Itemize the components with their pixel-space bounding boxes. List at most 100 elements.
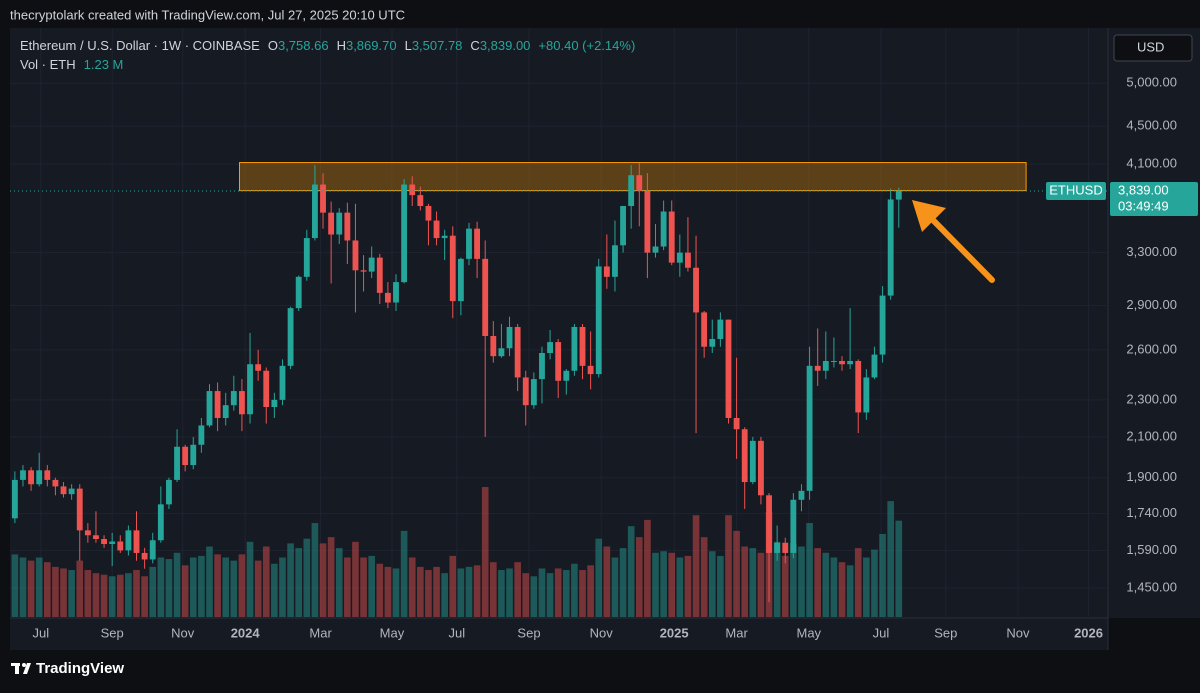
candle-body <box>239 391 245 415</box>
volume-bar <box>546 573 554 617</box>
volume-bar <box>619 548 627 617</box>
volume-bar <box>222 557 230 617</box>
candle-body <box>733 417 740 430</box>
x-tick-label: 2026 <box>1074 625 1103 640</box>
volume-bar <box>846 565 854 617</box>
x-tick-label: May <box>796 625 821 640</box>
overlay-layer: 1,450.00 1,590.00 1,740.00 1,900.00 2,100.00… <box>10 75 1198 640</box>
candle-body <box>871 354 878 378</box>
volume-bar <box>108 576 116 617</box>
volume-bar <box>141 576 148 617</box>
candle-layer <box>11 163 902 603</box>
candle-body <box>174 446 180 480</box>
volume-bar <box>173 552 181 617</box>
candle-body <box>847 360 854 365</box>
volume-bar <box>27 560 35 617</box>
candle-body <box>717 319 724 340</box>
volume-bar <box>165 559 173 617</box>
y-tick-label: 2,300.00 <box>1126 391 1177 406</box>
x-tick-label: 2024 <box>231 625 261 640</box>
y-tick-label: 1,450.00 <box>1126 579 1177 594</box>
volume-legend: Vol · ETH 1.23 M <box>20 57 123 72</box>
candle-body <box>652 246 659 253</box>
currency[interactable]: USD <box>1137 39 1164 54</box>
price-axis <box>1108 28 1200 618</box>
volume-bar <box>327 537 335 617</box>
currency-button[interactable] <box>1113 34 1193 62</box>
volume-bar <box>116 574 124 617</box>
volume-bar <box>376 563 384 617</box>
candle-body <box>433 220 440 239</box>
candle-body <box>782 542 789 553</box>
volume-bar <box>611 557 619 617</box>
candle-body <box>101 538 107 545</box>
candle-body <box>263 370 270 407</box>
x-tick-label: Nov <box>1006 625 1030 640</box>
legend: Ethereum / U.S. Dollar · 1W · COINBASE O3… <box>20 38 635 53</box>
candle-body <box>628 175 635 206</box>
logo <box>11 663 31 674</box>
candle-body <box>774 542 781 553</box>
y-tick-label: 1,900.00 <box>1126 469 1177 484</box>
volume-bar <box>335 548 343 617</box>
x-tick-label: 2025 <box>660 625 689 640</box>
arrow <box>912 200 995 283</box>
y-tick-label: 2,900.00 <box>1126 297 1177 312</box>
candle-body <box>620 205 626 246</box>
volume-bar <box>52 566 59 617</box>
volume-bar <box>530 576 538 617</box>
volume-bar <box>417 566 424 617</box>
candle-body <box>441 235 448 239</box>
volume-bar <box>11 554 19 617</box>
volume-bar <box>287 543 294 617</box>
candle-body <box>685 252 691 268</box>
volume-bar <box>19 557 27 617</box>
volume-bar <box>262 546 270 617</box>
candle-body <box>393 282 399 303</box>
volume-bar <box>149 566 157 617</box>
candle-body <box>725 319 732 418</box>
candle-body <box>879 295 886 355</box>
logo-mark <box>15 663 19 674</box>
ticker: ETHUSD <box>1049 182 1102 197</box>
candle-body <box>766 495 772 553</box>
volume-bar <box>125 573 132 617</box>
volume-bar <box>425 570 432 617</box>
candle-body <box>84 530 91 536</box>
volume-bar <box>587 565 594 617</box>
candle-body <box>522 377 529 406</box>
volume-bar <box>489 562 497 617</box>
volume-bar <box>871 549 878 617</box>
volume-bar <box>295 548 303 617</box>
candle-body <box>52 479 59 487</box>
candle-body <box>417 195 424 206</box>
candle-body <box>352 240 359 271</box>
ohlc-value: 3,758.66 <box>278 38 329 53</box>
candle-body <box>320 184 326 213</box>
volume-bar <box>854 548 862 617</box>
volume-bar <box>189 557 197 617</box>
volume-last: 1.23 M <box>84 57 124 72</box>
volume-title: Vol · ETH <box>20 57 76 72</box>
candle-body <box>222 405 229 418</box>
ohlc-key: H <box>337 38 346 53</box>
candle-body <box>157 504 164 541</box>
volume-bar <box>157 557 165 617</box>
volume-bar <box>822 552 830 617</box>
volume-bar <box>100 574 108 617</box>
candle-body <box>117 541 124 551</box>
volume-bar <box>465 566 473 617</box>
candle-body <box>741 429 748 483</box>
ohlc-key: O <box>268 38 278 53</box>
candle-body <box>539 352 545 380</box>
y-tick-label: 4,500.00 <box>1126 118 1177 133</box>
candle-body <box>425 205 432 221</box>
y-tick-label: 2,600.00 <box>1126 341 1177 356</box>
candle-body <box>125 530 132 551</box>
candle-body <box>198 425 205 445</box>
candle-body <box>141 552 148 560</box>
x-tick-label: Nov <box>171 625 195 640</box>
volume-bar <box>441 573 448 617</box>
volume-bar <box>254 560 262 617</box>
